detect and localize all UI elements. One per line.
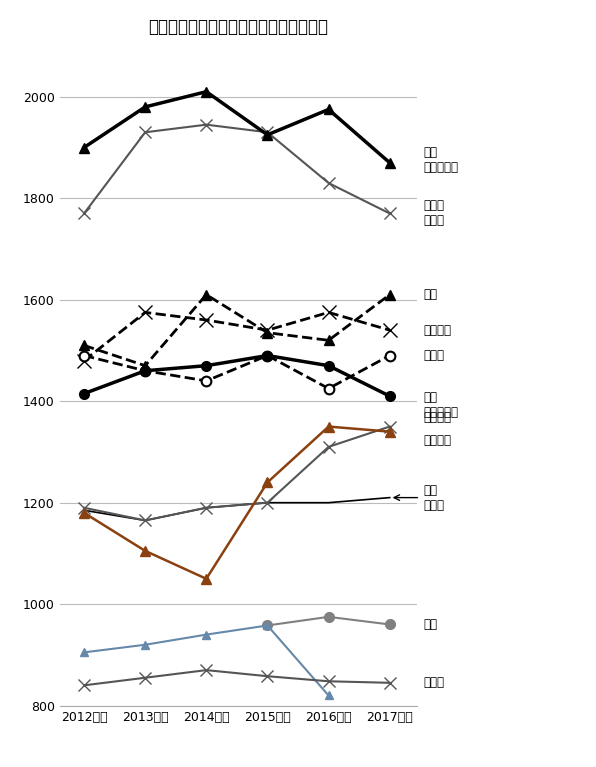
Title: 診療科別　基準平均点の推移（診療所）: 診療科別 基準平均点の推移（診療所） [148,18,328,36]
Text: 内科
（その他）: 内科 （その他） [423,391,458,420]
Text: 外科: 外科 [423,288,437,301]
Text: 小児科: 小児科 [423,349,444,362]
Text: 内科
（支援診）: 内科 （支援診） [423,146,458,174]
Text: 精神・
神経科: 精神・ 神経科 [423,199,444,228]
Text: 産婦人科: 産婦人科 [423,411,451,424]
Text: 耳鼻
咽喉科: 耳鼻 咽喉科 [423,484,444,512]
Text: 皮膚科: 皮膚科 [423,676,444,690]
Text: 眼科: 眼科 [423,618,437,631]
Text: 泌尿器科: 泌尿器科 [423,434,451,447]
Text: 整形外科: 整形外科 [423,324,451,337]
